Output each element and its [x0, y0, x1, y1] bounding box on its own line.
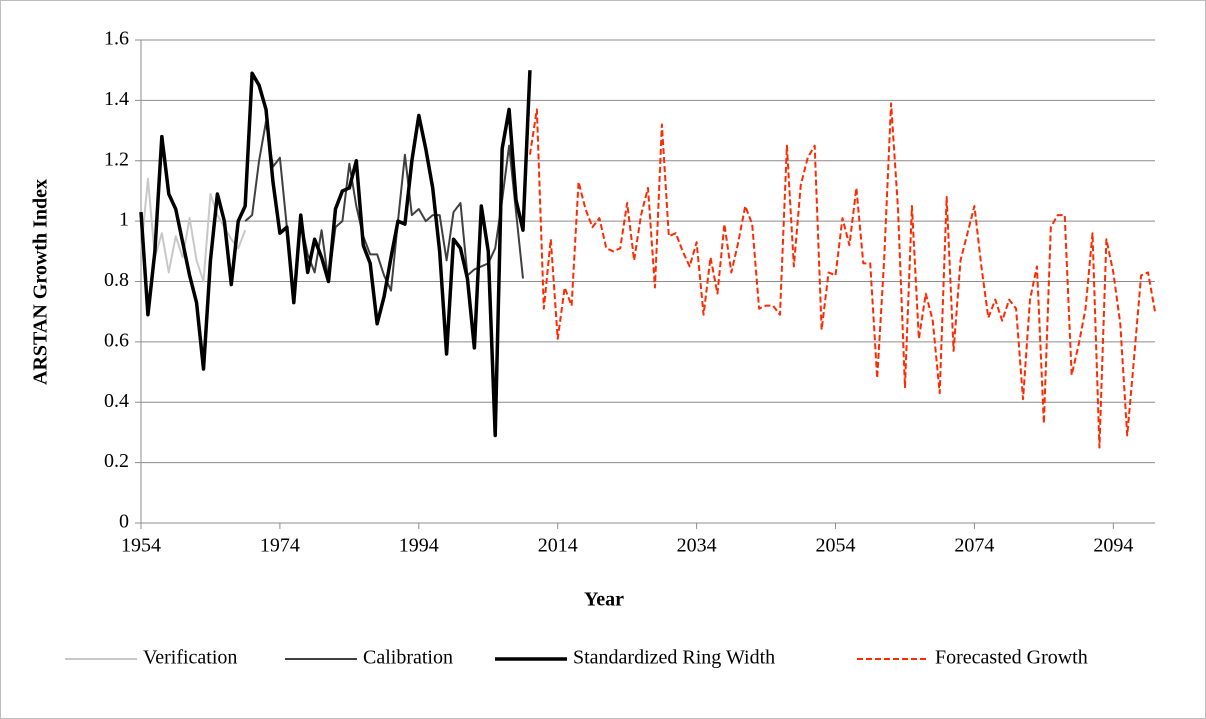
series-line: [140, 177, 247, 283]
x-tick-label: 2034: [677, 535, 717, 557]
y-tick-label: 0.2: [104, 450, 129, 472]
x-tick-label: 2014: [538, 535, 578, 557]
y-tick-label: 1.6: [104, 28, 129, 50]
y-axis-title: ARSTAN Growth Index: [30, 179, 52, 385]
y-tick-label: 0.6: [104, 329, 129, 351]
x-tick-label: 2094: [1093, 535, 1133, 557]
x-tick-label: 2054: [816, 535, 856, 557]
series-line: [139, 70, 532, 438]
series-line: [528, 102, 1156, 449]
y-tick-label: 0: [119, 511, 129, 533]
y-tick-label: 0.8: [104, 269, 129, 291]
legend-label: Verification: [143, 647, 237, 669]
y-tick-label: 1.4: [104, 88, 129, 110]
x-axis-title: Year: [584, 589, 624, 611]
x-tick-label: 2074: [954, 535, 994, 557]
legend-label: Standardized Ring Width: [573, 647, 775, 669]
x-tick-label: 1974: [260, 535, 300, 557]
y-tick-label: 1: [119, 209, 129, 231]
x-tick-label: 1994: [399, 535, 439, 557]
y-tick-label: 0.4: [104, 390, 129, 412]
legend-label: Forecasted Growth: [935, 647, 1088, 669]
legend-label: Calibration: [363, 647, 453, 669]
y-tick-label: 1.2: [104, 148, 129, 170]
x-tick-label: 1954: [121, 535, 161, 557]
